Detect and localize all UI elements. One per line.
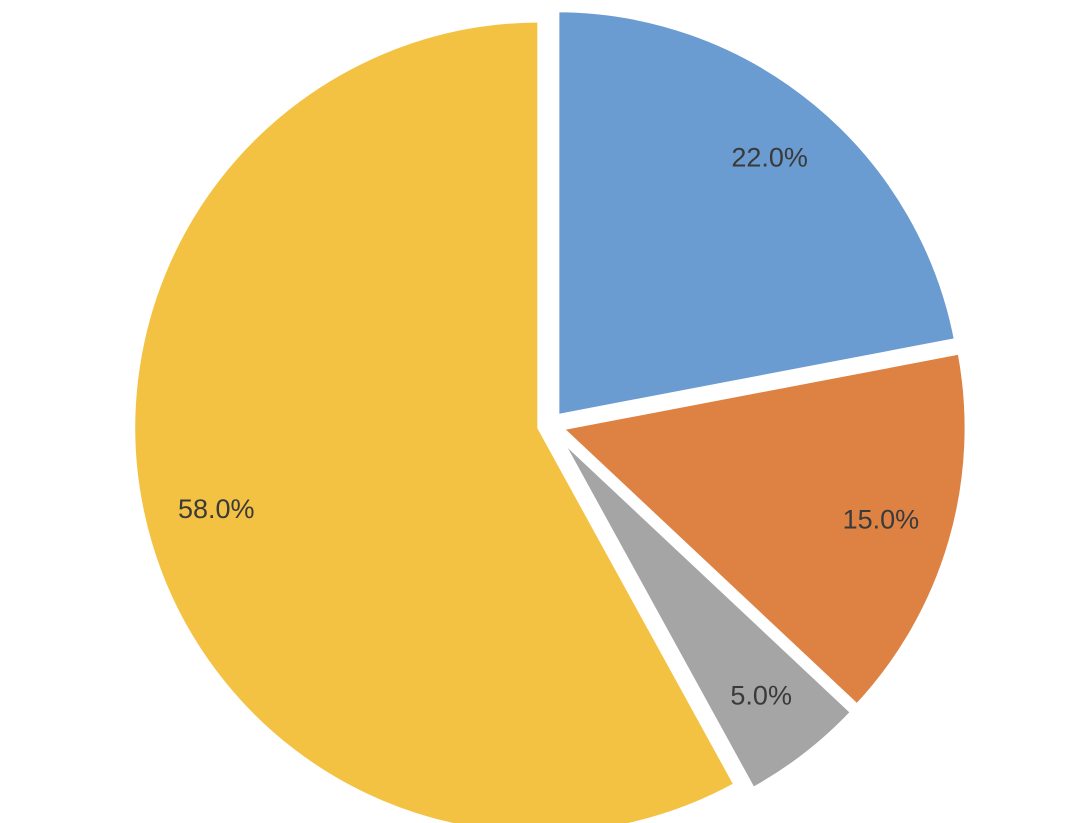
pie-slice	[553, 347, 971, 712]
pie-slice	[553, 6, 961, 421]
data-label: 5.0%	[730, 680, 792, 710]
pie-slice	[129, 16, 741, 823]
data-label: 22.0%	[731, 143, 808, 173]
pie-slice	[553, 430, 858, 795]
data-label: 58.0%	[178, 494, 255, 524]
data-label: 15.0%	[843, 504, 920, 534]
